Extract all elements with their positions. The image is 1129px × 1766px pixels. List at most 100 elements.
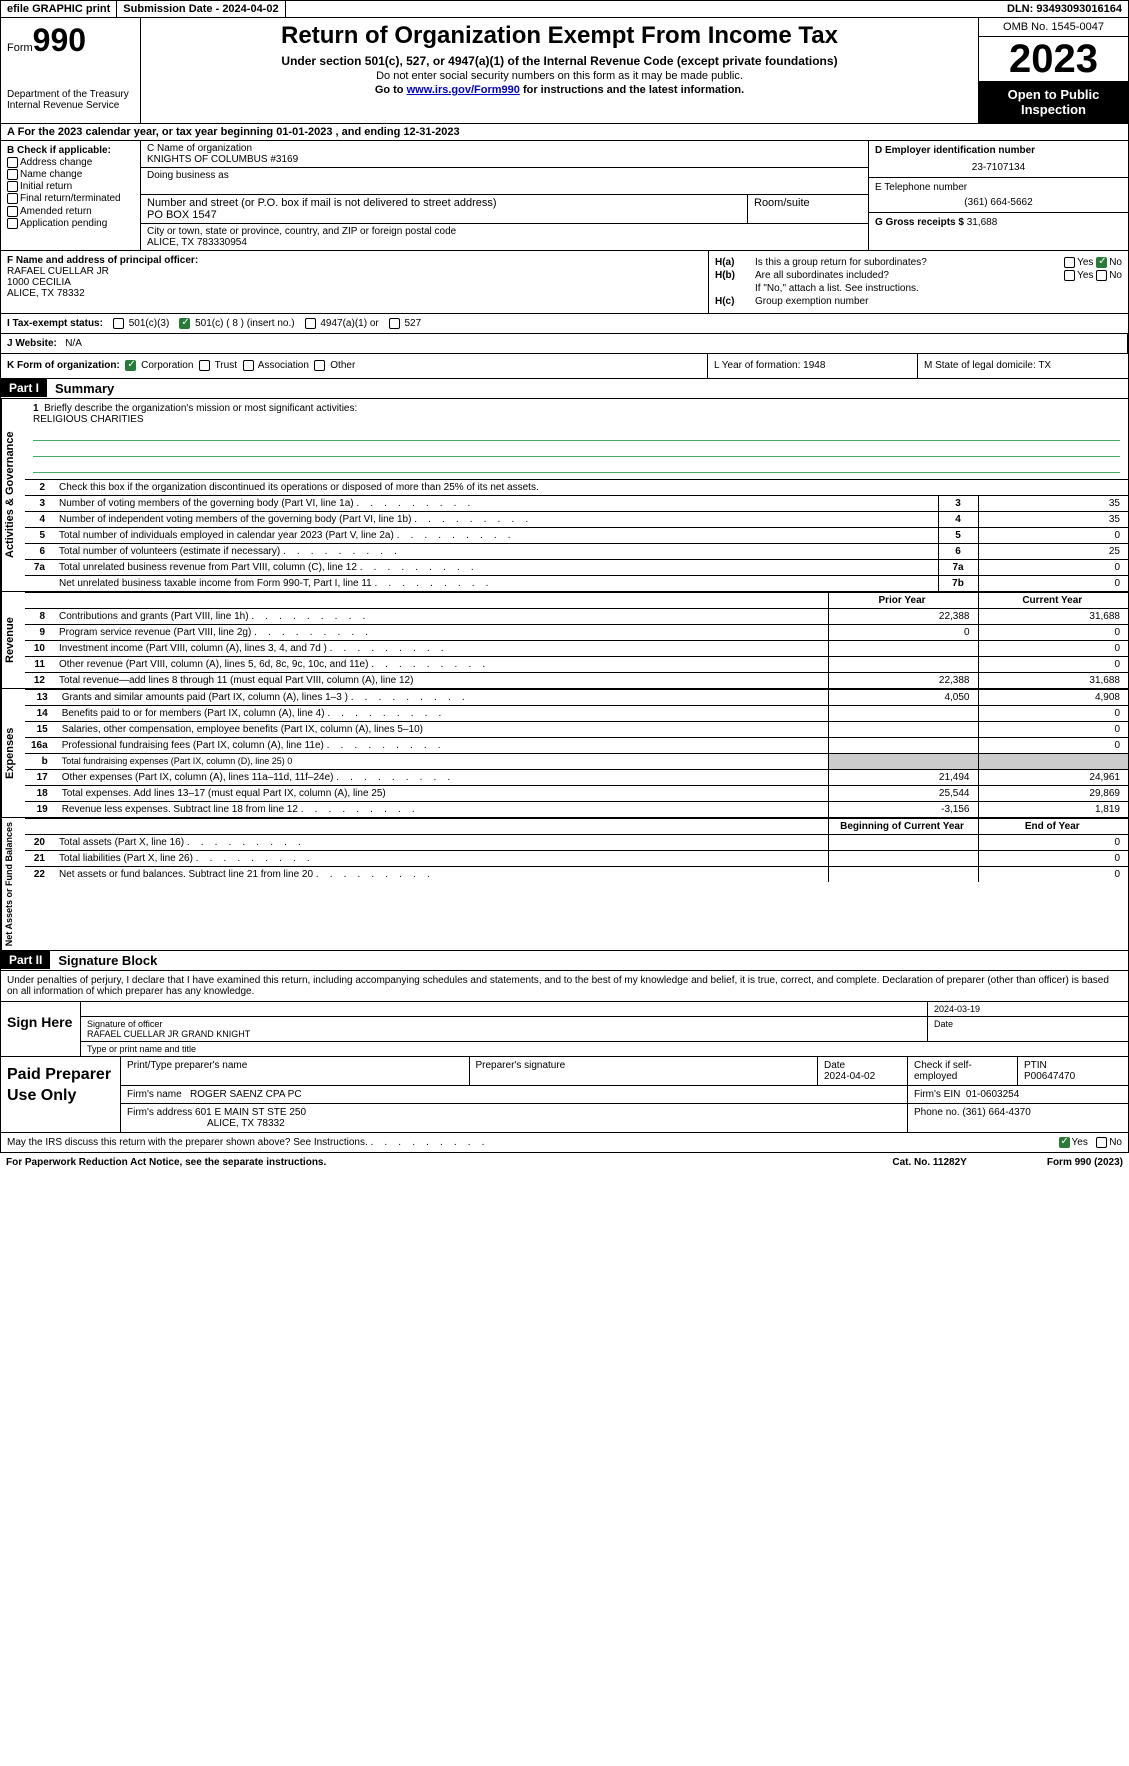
- cb-amended[interactable]: Amended return: [7, 206, 134, 217]
- row-i: I Tax-exempt status: 501(c)(3) 501(c) ( …: [0, 314, 1129, 334]
- sign-here-lbl: Sign Here: [1, 1002, 81, 1056]
- cb-501c[interactable]: [179, 318, 190, 329]
- cb-final-return[interactable]: Final return/terminated: [7, 193, 134, 204]
- ein: 23-7107134: [875, 162, 1122, 173]
- footer-left: For Paperwork Reduction Act Notice, see …: [6, 1157, 326, 1168]
- vside-na: Net Assets or Fund Balances: [1, 818, 25, 950]
- cb-address-change[interactable]: Address change: [7, 157, 134, 168]
- cb-other[interactable]: [314, 360, 325, 371]
- open-to-public: Open to Public Inspection: [979, 81, 1128, 123]
- discuss-txt: May the IRS discuss this return with the…: [7, 1137, 484, 1148]
- table-row: 15Salaries, other compensation, employee…: [25, 721, 1128, 737]
- e-lbl: E Telephone number: [875, 182, 1122, 193]
- c-name-lbl: C Name of organization: [147, 143, 862, 154]
- prep-h3: Date: [824, 1060, 845, 1071]
- cb-assoc[interactable]: [243, 360, 254, 371]
- cb-app-pending[interactable]: Application pending: [7, 218, 134, 229]
- ha-txt: Is this a group return for subordinates?: [755, 257, 1012, 268]
- efile-label: efile GRAPHIC print: [1, 1, 117, 17]
- col-b: B Check if applicable: Address change Na…: [1, 141, 141, 250]
- prep-h1: Print/Type preparer's name: [121, 1057, 470, 1085]
- cb-527[interactable]: [389, 318, 400, 329]
- org-address: PO BOX 1547: [147, 209, 741, 221]
- vside-rev: Revenue: [1, 592, 25, 688]
- table-row: 3Number of voting members of the governi…: [25, 495, 1128, 511]
- cb-trust[interactable]: [199, 360, 210, 371]
- prep-h2: Preparer's signature: [470, 1057, 819, 1085]
- summary-expenses: Expenses 13Grants and similar amounts pa…: [0, 689, 1129, 818]
- penalties-text: Under penalties of perjury, I declare th…: [0, 971, 1129, 1002]
- ssn-note: Do not enter social security numbers on …: [151, 70, 968, 82]
- omb-number: OMB No. 1545-0047: [979, 18, 1128, 37]
- sign-date: 2024-03-19: [928, 1002, 1128, 1016]
- g-lbl: G Gross receipts $: [875, 217, 964, 228]
- cb-4947[interactable]: [305, 318, 316, 329]
- table-row: 5Total number of individuals employed in…: [25, 527, 1128, 543]
- row-klm: K Form of organization: Corporation Trus…: [0, 354, 1129, 378]
- officer-addr1: 1000 CECILIA: [7, 277, 71, 288]
- col-c: C Name of organization KNIGHTS OF COLUMB…: [141, 141, 868, 250]
- hb-lbl: H(b): [715, 270, 755, 281]
- row-a: A For the 2023 calendar year, or tax yea…: [0, 124, 1129, 141]
- vside-exp: Expenses: [1, 689, 25, 817]
- goto-note: Go to www.irs.gov/Form990 for instructio…: [151, 84, 968, 96]
- f-lbl: F Name and address of principal officer:: [7, 255, 198, 266]
- j-lbl: J Website:: [7, 338, 57, 349]
- discuss-no[interactable]: [1096, 1137, 1107, 1148]
- cb-corp[interactable]: [125, 360, 136, 371]
- ha-yes[interactable]: [1064, 257, 1075, 268]
- table-row: 16aProfessional fundraising fees (Part I…: [25, 737, 1128, 753]
- footer: For Paperwork Reduction Act Notice, see …: [0, 1153, 1129, 1172]
- hb-no[interactable]: [1096, 270, 1107, 281]
- form-header: Form990 Department of the Treasury Inter…: [0, 18, 1129, 124]
- rev-table: Prior YearCurrent Year 8Contributions an…: [25, 592, 1128, 688]
- tax-year: 2023: [979, 37, 1128, 81]
- col-h: H(a) Is this a group return for subordin…: [708, 251, 1128, 313]
- discuss-yes[interactable]: [1059, 1137, 1070, 1148]
- firm-lbl: Firm's name: [127, 1089, 182, 1100]
- dept-label: Department of the Treasury Internal Reve…: [7, 89, 134, 111]
- sig-date-lbl: Date: [928, 1017, 1128, 1041]
- summary-revenue: Revenue Prior YearCurrent Year 8Contribu…: [0, 592, 1129, 689]
- firm-addr1: 601 E MAIN ST STE 250: [195, 1107, 306, 1118]
- l-year: L Year of formation: 1948: [708, 354, 918, 377]
- table-row: 13Grants and similar amounts paid (Part …: [25, 689, 1128, 705]
- table-row: 10Investment income (Part VIII, column (…: [25, 640, 1128, 656]
- officer-addr2: ALICE, TX 78332: [7, 288, 85, 299]
- table-row: Net unrelated business taxable income fr…: [25, 575, 1128, 591]
- top-bar: efile GRAPHIC print Submission Date - 20…: [0, 0, 1129, 18]
- submission-date: Submission Date - 2024-04-02: [117, 1, 285, 17]
- m-state: M State of legal domicile: TX: [918, 354, 1128, 377]
- prep-ptin: P00647470: [1024, 1071, 1075, 1082]
- cb-initial-return[interactable]: Initial return: [7, 181, 134, 192]
- hb-yes[interactable]: [1064, 270, 1075, 281]
- ha-lbl: H(a): [715, 257, 755, 268]
- block-bcd: B Check if applicable: Address change Na…: [0, 141, 1129, 251]
- part1-hdr: Part I: [1, 379, 47, 397]
- prior-year-hdr: Prior Year: [828, 592, 978, 608]
- hb-note: If "No," attach a list. See instructions…: [755, 283, 1122, 294]
- i-lbl: I Tax-exempt status:: [7, 318, 103, 329]
- firm-ein: 01-0603254: [966, 1089, 1019, 1100]
- col-d: D Employer identification number 23-7107…: [868, 141, 1128, 250]
- table-row: 18Total expenses. Add lines 13–17 (must …: [25, 785, 1128, 801]
- col-f: F Name and address of principal officer:…: [1, 251, 708, 313]
- end-year-hdr: End of Year: [978, 818, 1128, 834]
- table-row: 4Number of independent voting members of…: [25, 511, 1128, 527]
- hc-lbl: H(c): [715, 296, 755, 307]
- irs-link[interactable]: www.irs.gov/Form990: [407, 84, 520, 96]
- cb-501c3[interactable]: [113, 318, 124, 329]
- row-j: J Website: N/A: [0, 334, 1129, 354]
- cb-name-change[interactable]: Name change: [7, 169, 134, 180]
- table-row: 9Program service revenue (Part VIII, lin…: [25, 624, 1128, 640]
- part2-header: Part II Signature Block: [0, 951, 1129, 971]
- part2-hdr: Part II: [1, 951, 50, 969]
- part1-header: Part I Summary: [0, 379, 1129, 399]
- ha-no[interactable]: [1096, 257, 1107, 268]
- form-subtitle: Under section 501(c), 527, or 4947(a)(1)…: [151, 54, 968, 68]
- sig-name-lbl: Type or print name and title: [81, 1042, 1128, 1056]
- summary-netassets: Net Assets or Fund Balances Beginning of…: [0, 818, 1129, 951]
- hc-txt: Group exemption number: [755, 296, 1122, 307]
- line2: Check this box if the organization disco…: [59, 482, 539, 493]
- ein-lbl: Firm's EIN: [914, 1089, 960, 1100]
